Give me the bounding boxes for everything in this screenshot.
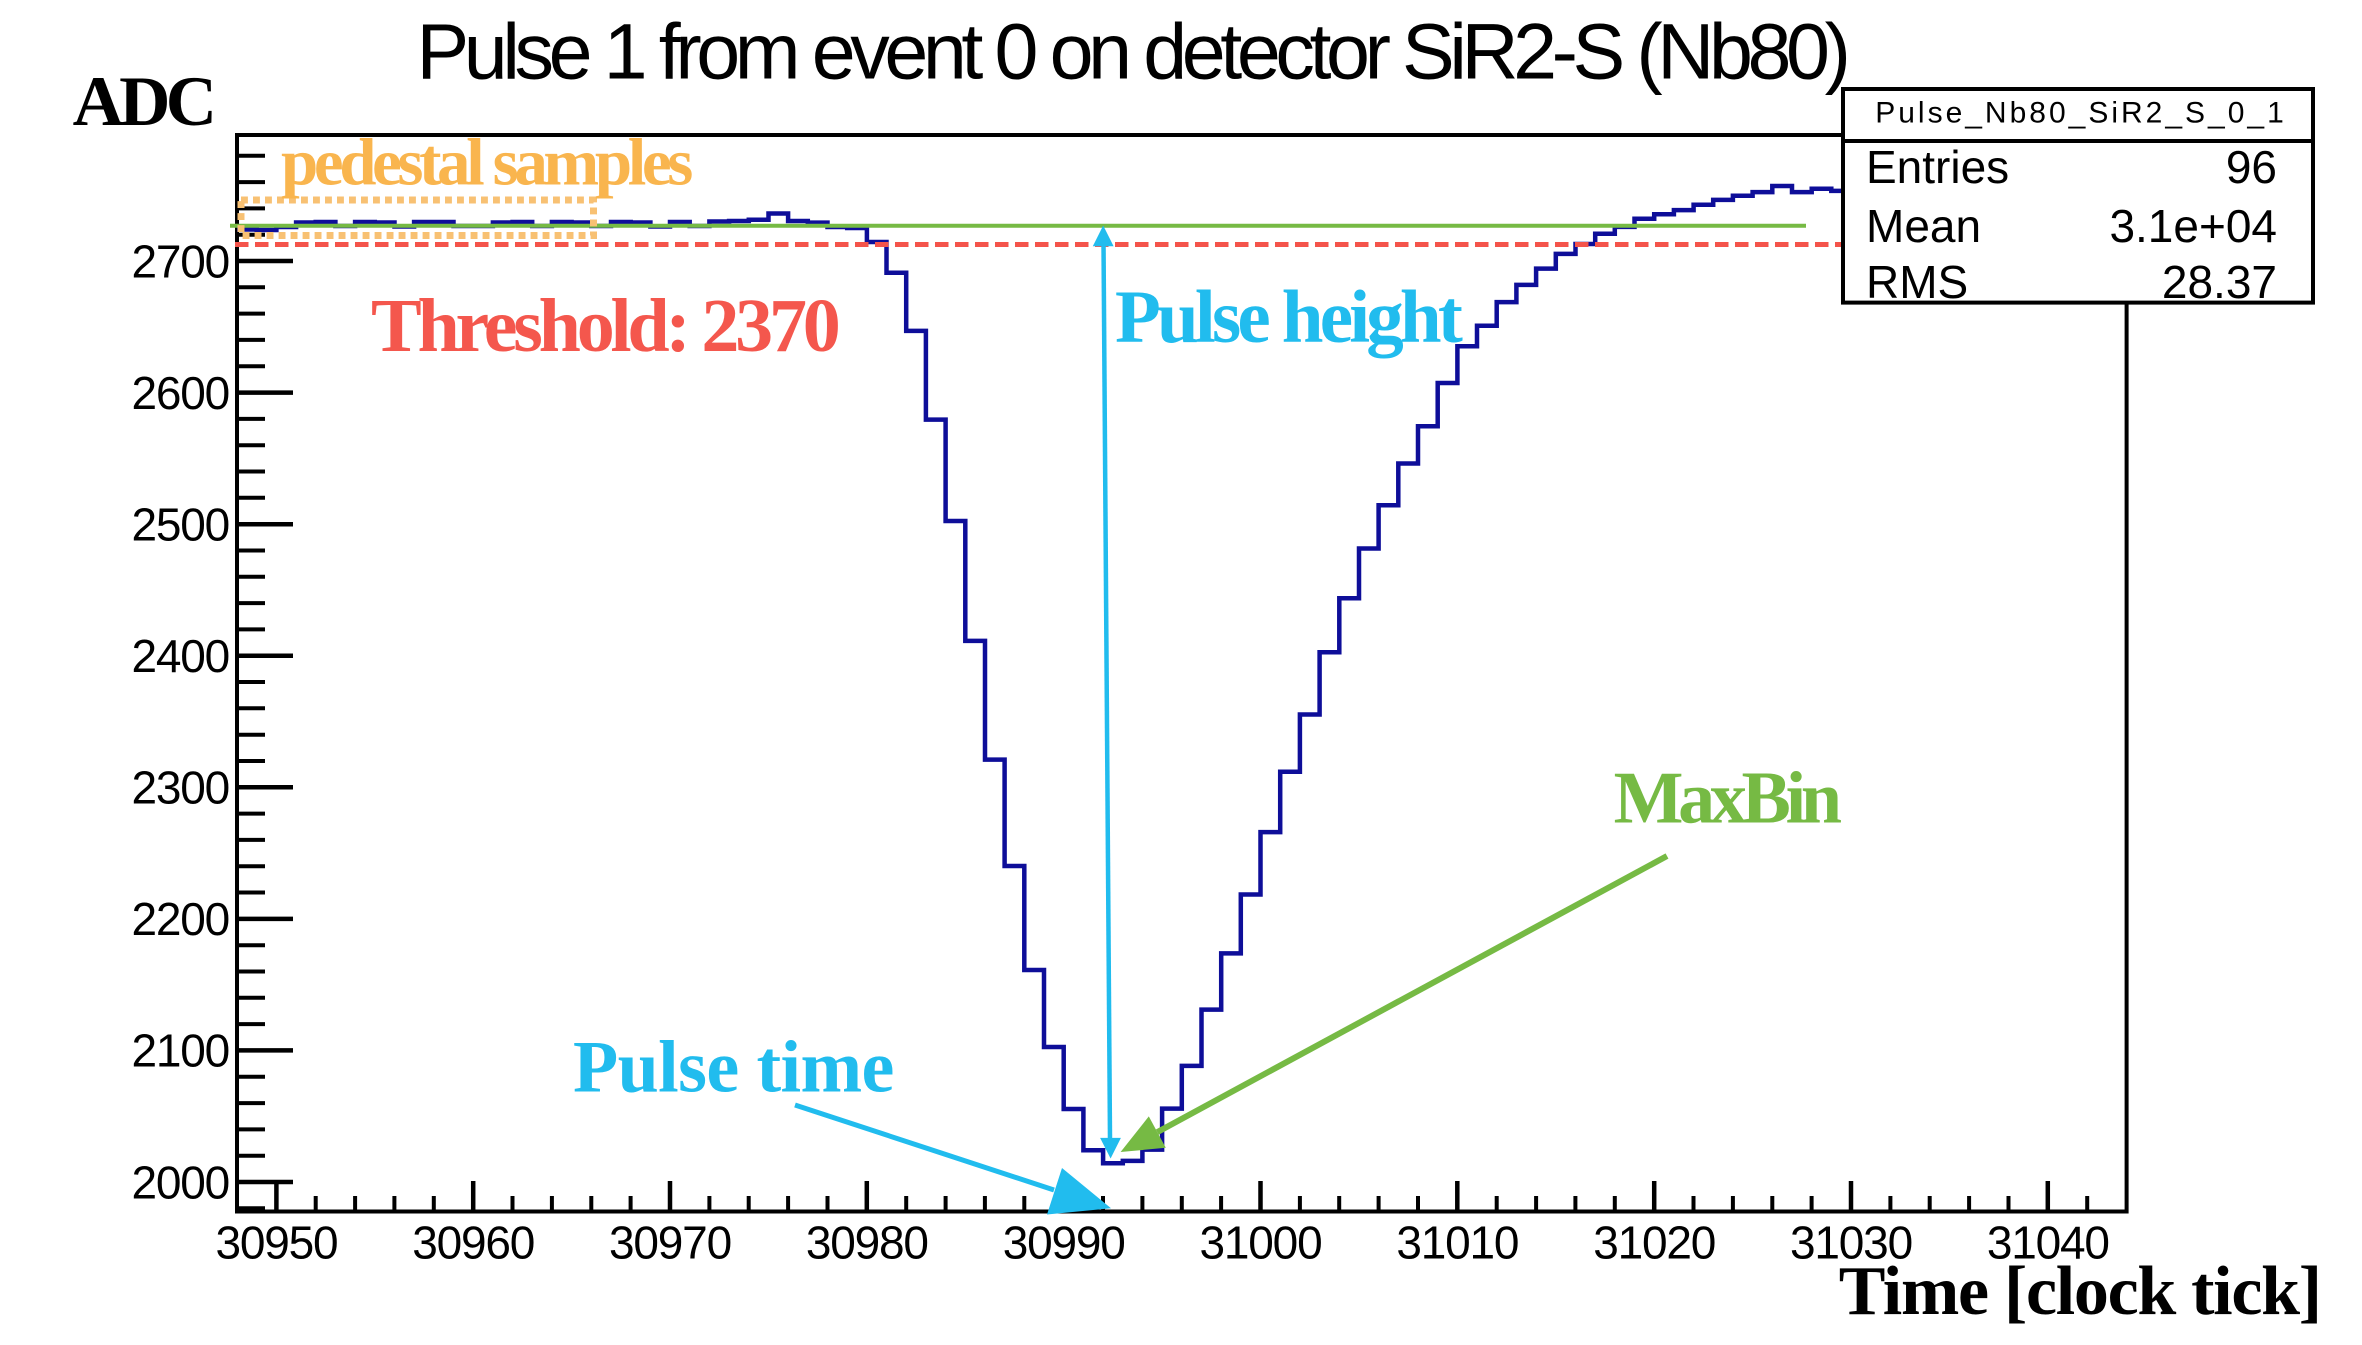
svg-text:Pulse 1 from event 0 on detect: Pulse 1 from event 0 on detector SiR2-S … xyxy=(417,7,1847,96)
svg-text:Threshold: 2370: Threshold: 2370 xyxy=(371,284,839,368)
svg-text:31020: 31020 xyxy=(1593,1216,1715,1268)
svg-text:2700: 2700 xyxy=(131,235,229,287)
svg-text:2500: 2500 xyxy=(131,498,229,550)
svg-text:30990: 30990 xyxy=(1003,1216,1125,1268)
svg-text:31040: 31040 xyxy=(1987,1216,2109,1268)
svg-text:2200: 2200 xyxy=(131,893,229,945)
svg-text:2000: 2000 xyxy=(131,1156,229,1208)
svg-text:31000: 31000 xyxy=(1200,1216,1322,1268)
svg-text:30970: 30970 xyxy=(609,1216,731,1268)
svg-text:Mean: Mean xyxy=(1866,200,1981,252)
svg-text:96: 96 xyxy=(2226,141,2277,193)
svg-text:MaxBin: MaxBin xyxy=(1614,757,1842,839)
svg-text:Entries: Entries xyxy=(1866,141,2009,193)
svg-text:30960: 30960 xyxy=(412,1216,534,1268)
svg-text:RMS: RMS xyxy=(1866,256,1968,308)
svg-text:ADC: ADC xyxy=(73,63,213,141)
svg-text:2300: 2300 xyxy=(131,762,229,814)
svg-text:2600: 2600 xyxy=(131,367,229,419)
svg-text:31030: 31030 xyxy=(1790,1216,1912,1268)
svg-text:3.1e+04: 3.1e+04 xyxy=(2109,200,2277,252)
svg-text:2400: 2400 xyxy=(131,630,229,682)
svg-text:28.37: 28.37 xyxy=(2162,256,2277,308)
svg-text:Time [clock tick]: Time [clock tick] xyxy=(1839,1253,2321,1330)
svg-text:Pulse time: Pulse time xyxy=(573,1027,894,1109)
svg-text:30980: 30980 xyxy=(806,1216,928,1268)
svg-text:Pulse_Nb80_SiR2_S_0_1: Pulse_Nb80_SiR2_S_0_1 xyxy=(1875,97,2287,130)
svg-text:Pulse height: Pulse height xyxy=(1115,276,1463,359)
svg-text:2100: 2100 xyxy=(131,1025,229,1077)
svg-text:31010: 31010 xyxy=(1396,1216,1518,1268)
svg-text:pedestal samples: pedestal samples xyxy=(281,125,692,199)
svg-text:30950: 30950 xyxy=(215,1216,337,1268)
